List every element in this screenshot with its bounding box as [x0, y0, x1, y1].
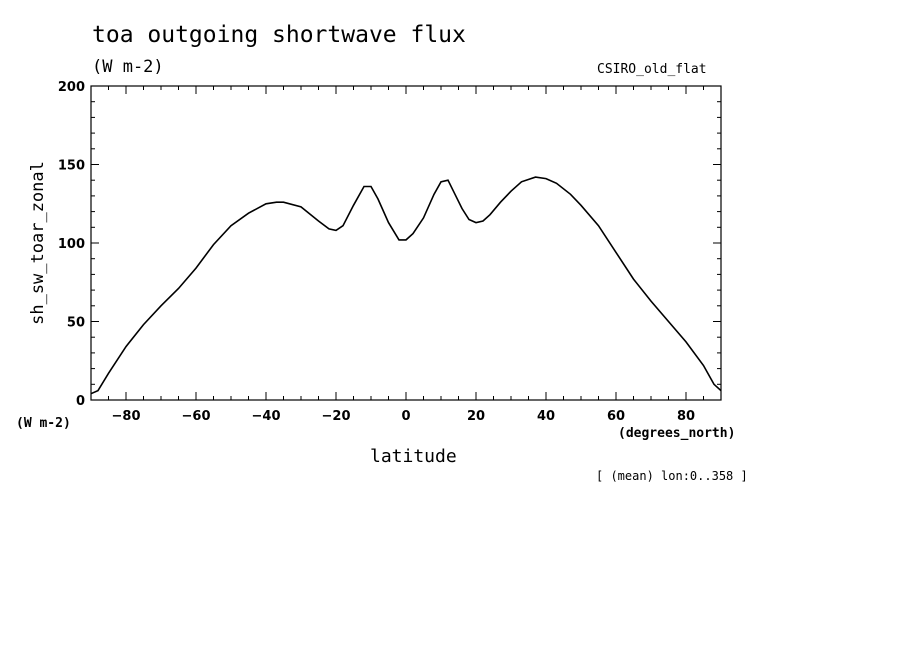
y-tick-label: 50 — [67, 316, 85, 331]
y-tick-label: 100 — [58, 237, 85, 252]
series-line — [90, 176, 722, 395]
y-tick-label: 200 — [58, 80, 85, 95]
chart-title: toa outgoing shortwave flux — [92, 22, 466, 48]
tick-labels: −80 −60 −40 −20 0 20 40 60 80 0 50 100 150 200 — [58, 80, 695, 424]
footnote: [ (mean) lon:0..358 ] — [596, 469, 748, 483]
y-tick-label: 150 — [58, 159, 85, 174]
x-axis-units: (degrees_north) — [618, 426, 736, 441]
plot-frame — [90, 85, 722, 401]
y-tick-label: 0 — [76, 394, 85, 409]
x-tick-label: 0 — [401, 409, 410, 424]
x-axis-label: latitude — [370, 446, 457, 467]
axis-ticks — [90, 85, 722, 401]
x-tick-label: 20 — [467, 409, 485, 424]
x-tick-label: 60 — [607, 409, 625, 424]
x-tick-label: −40 — [252, 409, 281, 424]
x-tick-label: 40 — [537, 409, 555, 424]
x-tick-label: −60 — [182, 409, 211, 424]
y-axis-units: (W m-2) — [16, 416, 71, 431]
x-tick-label: 80 — [677, 409, 695, 424]
chart-units: (W m-2) — [92, 57, 164, 77]
x-tick-label: −80 — [112, 409, 141, 424]
model-label: CSIRO_old_flat — [597, 62, 707, 77]
x-tick-label: −20 — [322, 409, 351, 424]
